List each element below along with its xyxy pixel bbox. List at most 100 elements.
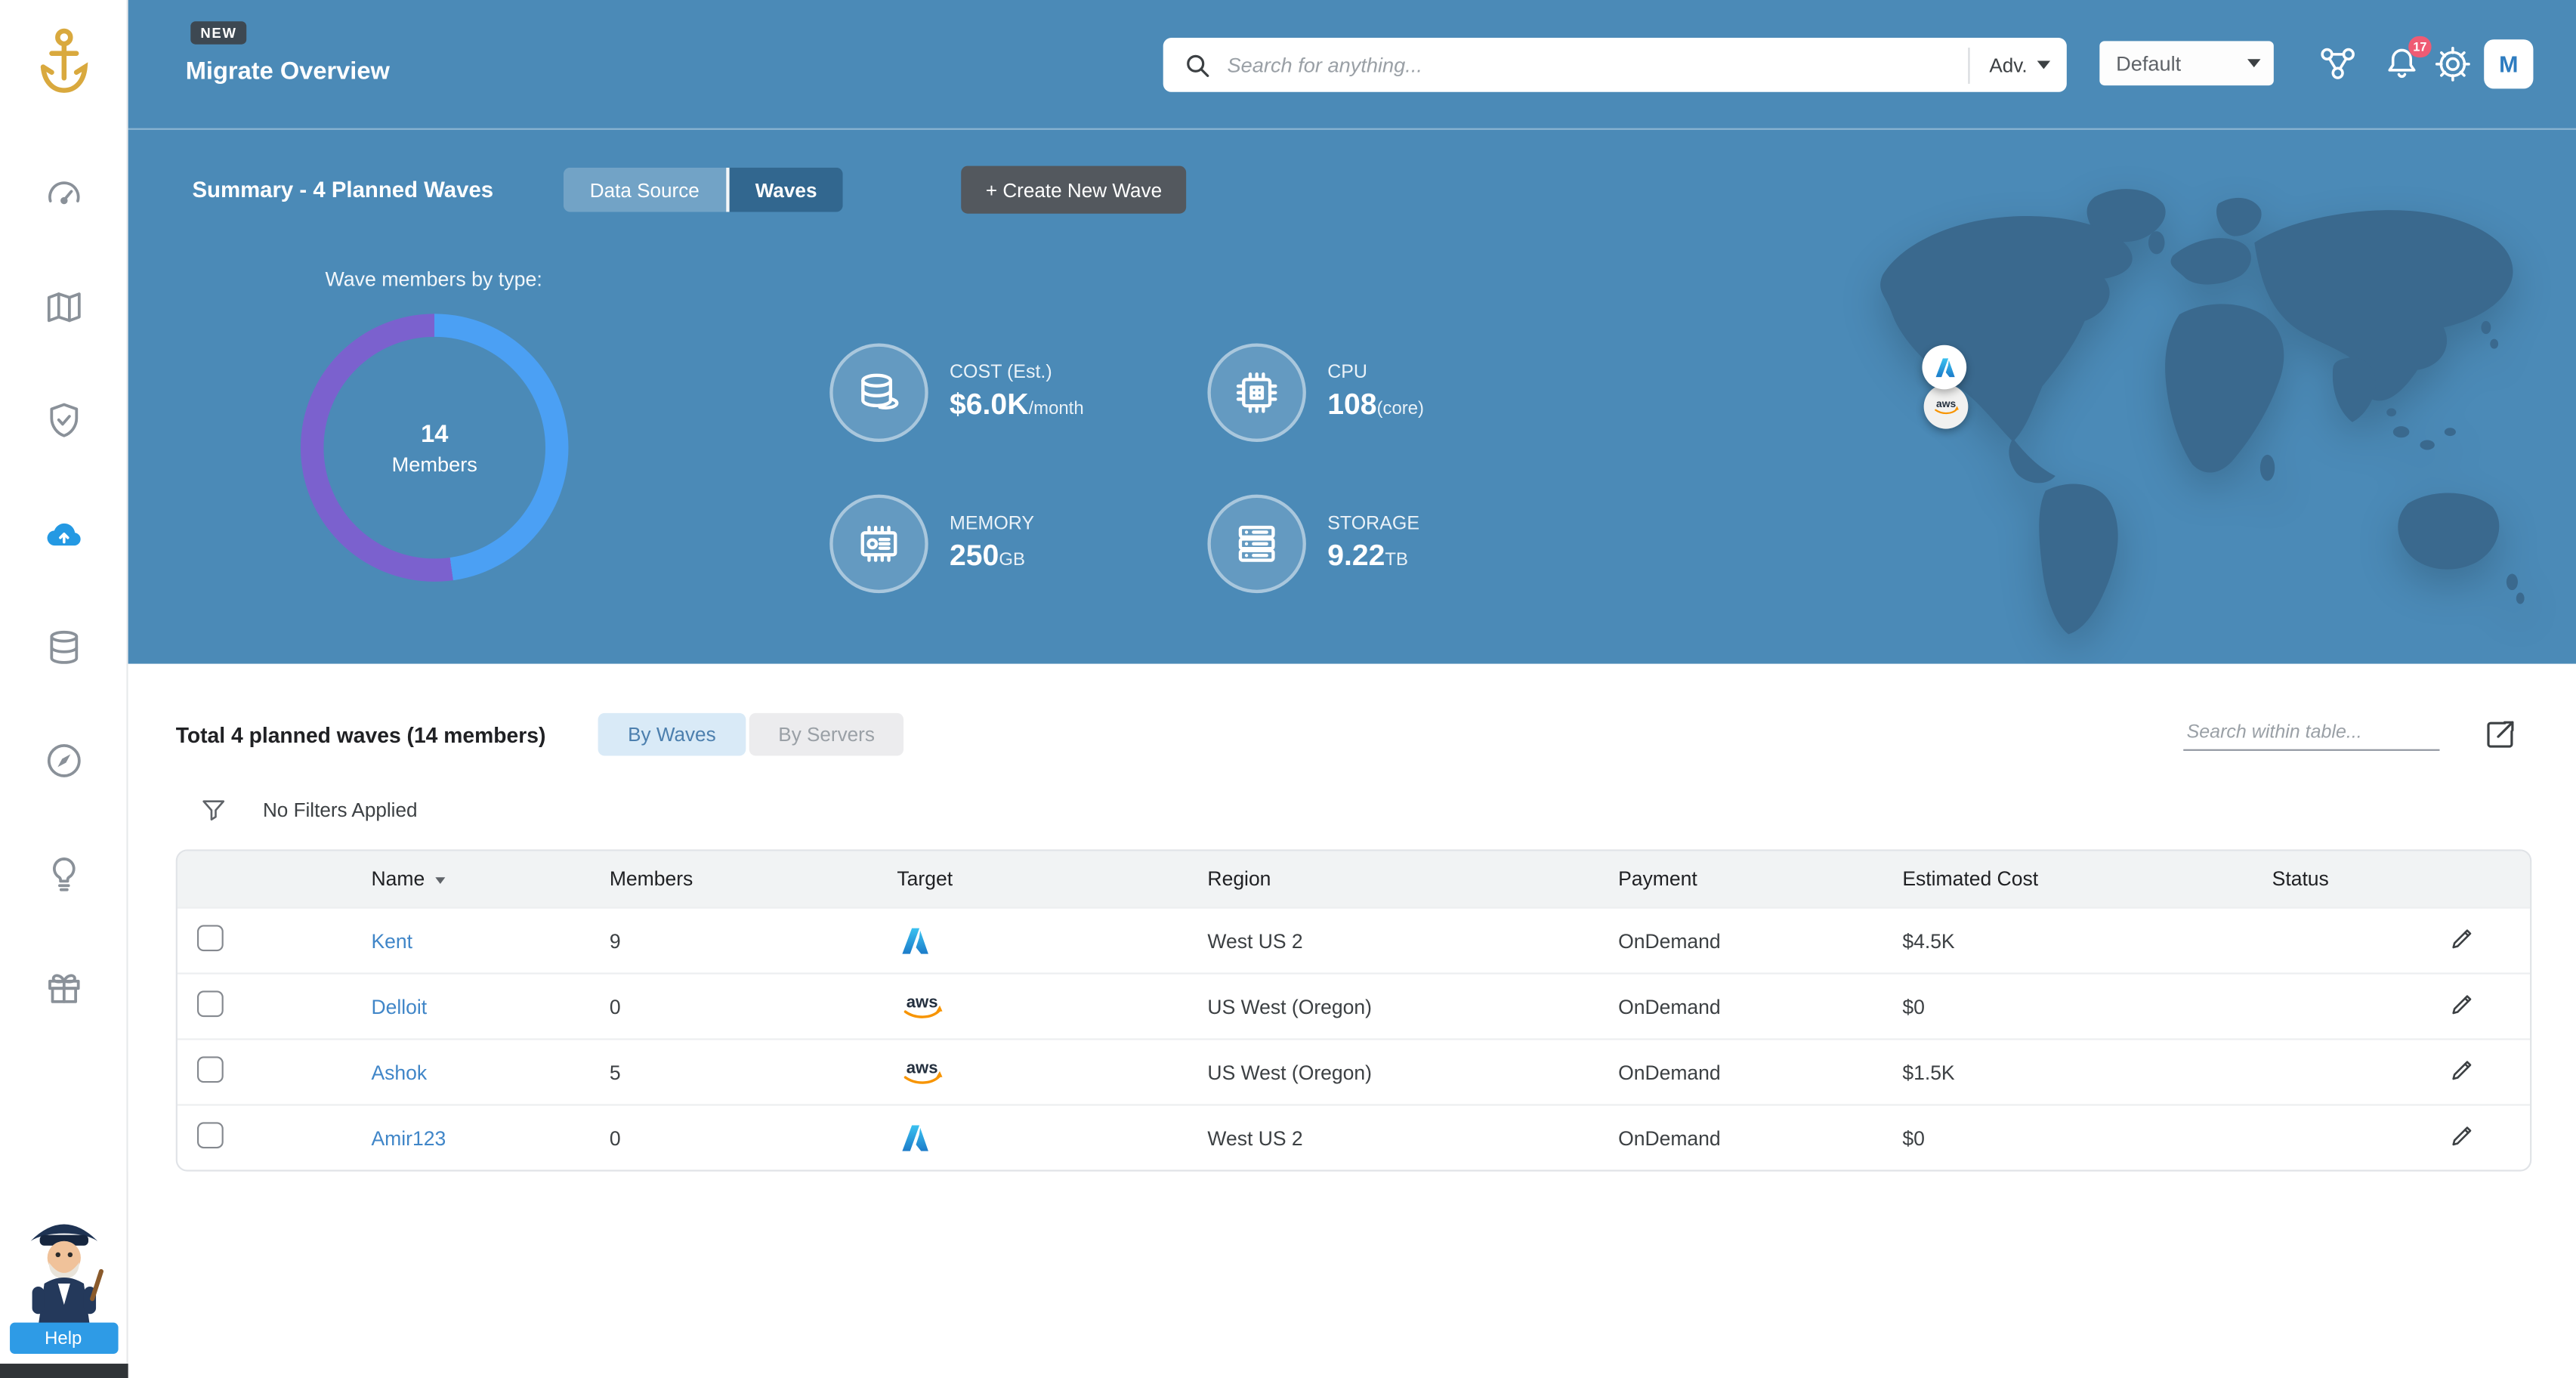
column-header-name[interactable]: Name bbox=[371, 867, 609, 891]
aws-icon bbox=[897, 1054, 1207, 1090]
row-checkbox[interactable] bbox=[196, 1056, 224, 1083]
lightbulb-icon[interactable] bbox=[42, 853, 85, 896]
filter-row: No Filters Applied bbox=[176, 796, 2532, 825]
table-row: Ashok 5 US West (Oregon) OnDemand $1.5K bbox=[177, 1038, 2531, 1104]
donut-center: 14 Members bbox=[301, 314, 568, 581]
memory-chip-icon bbox=[829, 494, 928, 594]
column-header-region: Region bbox=[1207, 867, 1271, 891]
metric-text: MEMORY 250GB bbox=[949, 514, 1035, 572]
estimated-cost-cell: $0 bbox=[1902, 1126, 1925, 1150]
advanced-search-label: Adv. bbox=[1989, 53, 2028, 77]
azure-icon bbox=[897, 922, 1207, 959]
waves-table-section: Total 4 planned waves (14 members) By Wa… bbox=[128, 663, 2576, 1172]
donut-chart-label: Wave members by type: bbox=[325, 267, 542, 291]
wave-name-link[interactable]: Amir123 bbox=[371, 1126, 446, 1150]
table-row: Delloit 0 US West (Oregon) OnDemand $0 bbox=[177, 972, 2531, 1038]
region-cell: US West (Oregon) bbox=[1207, 994, 1372, 1018]
main-area: NEW Migrate Overview Adv. Default bbox=[128, 0, 2576, 1378]
tab-by-servers[interactable]: By Servers bbox=[749, 712, 905, 756]
sidebar-bottom-strip bbox=[0, 1364, 128, 1378]
world-map bbox=[1853, 169, 2538, 642]
column-header-members: Members bbox=[609, 867, 693, 891]
members-cell: 0 bbox=[609, 1126, 621, 1150]
database-icon[interactable] bbox=[42, 626, 85, 669]
region-cell: US West (Oregon) bbox=[1207, 1060, 1372, 1084]
storage-server-icon bbox=[1207, 494, 1306, 594]
profile-select-value: Default bbox=[2116, 51, 2182, 75]
payment-cell: OnDemand bbox=[1618, 994, 1721, 1018]
aws-icon bbox=[1929, 396, 1962, 417]
search-icon bbox=[1187, 54, 1209, 76]
metric-cost: COST (Est.) $6.0K/month bbox=[829, 317, 1207, 468]
global-search-input[interactable] bbox=[1227, 53, 1969, 77]
tab-waves[interactable]: Waves bbox=[725, 167, 844, 212]
filter-funnel-icon[interactable] bbox=[199, 796, 228, 825]
donut-center-label: Members bbox=[391, 453, 477, 476]
row-checkbox[interactable] bbox=[196, 925, 224, 952]
export-icon[interactable] bbox=[2482, 716, 2519, 752]
gauge-icon[interactable] bbox=[42, 172, 85, 215]
wave-name-link[interactable]: Ashok bbox=[371, 1060, 428, 1084]
edit-pencil-icon[interactable] bbox=[2448, 1055, 2477, 1084]
topbar: NEW Migrate Overview Adv. Default bbox=[128, 0, 2576, 130]
table-header-row: Name Members Target Region Payment Estim… bbox=[177, 851, 2531, 907]
metric-memory: MEMORY 250GB bbox=[829, 468, 1207, 619]
wave-name-link[interactable]: Kent bbox=[371, 928, 413, 953]
map-marker-aws[interactable] bbox=[1923, 384, 1969, 429]
edit-pencil-icon[interactable] bbox=[2448, 989, 2477, 1018]
payment-cell: OnDemand bbox=[1618, 1126, 1721, 1150]
payment-cell: OnDemand bbox=[1618, 928, 1721, 953]
map-marker-azure[interactable] bbox=[1922, 344, 1967, 390]
azure-icon bbox=[897, 1120, 1207, 1156]
map-icon[interactable] bbox=[42, 286, 85, 329]
chevron-down-icon bbox=[2247, 59, 2261, 68]
page-title: Migrate Overview bbox=[185, 57, 390, 86]
region-cell: West US 2 bbox=[1207, 1126, 1303, 1150]
row-checkbox[interactable] bbox=[196, 1122, 224, 1149]
gift-icon[interactable] bbox=[42, 966, 85, 1009]
tab-by-waves[interactable]: By Waves bbox=[598, 712, 746, 756]
new-badge: NEW bbox=[190, 21, 247, 45]
brand-anchor-logo[interactable] bbox=[34, 23, 93, 98]
metric-cpu: CPU 108(core) bbox=[1207, 317, 1585, 468]
summary-title: Summary - 4 Planned Waves bbox=[192, 177, 494, 202]
summary-view-tabs: Data Source Waves bbox=[563, 167, 844, 212]
column-header-target: Target bbox=[897, 867, 953, 891]
advanced-search-dropdown[interactable]: Adv. bbox=[1968, 46, 2051, 83]
edit-pencil-icon[interactable] bbox=[2448, 923, 2477, 953]
table-section-header: Total 4 planned waves (14 members) By Wa… bbox=[175, 712, 2532, 756]
column-header-estimated-cost: Estimated Cost bbox=[1902, 867, 2039, 891]
chevron-down-icon bbox=[2037, 60, 2051, 70]
organization-icon[interactable] bbox=[2316, 43, 2359, 86]
world-map-graphic bbox=[1880, 189, 2525, 635]
tab-data-source[interactable]: Data Source bbox=[563, 167, 726, 212]
column-header-payment: Payment bbox=[1618, 867, 1697, 891]
table-row: Amir123 0 West US 2 OnDemand $0 bbox=[177, 1104, 2531, 1169]
default-profile-select[interactable]: Default bbox=[2099, 41, 2274, 86]
notifications-bell-icon[interactable]: 17 bbox=[2380, 36, 2432, 86]
estimated-cost-cell: $4.5K bbox=[1902, 928, 1955, 953]
row-checkbox[interactable] bbox=[196, 990, 224, 1018]
compass-icon[interactable] bbox=[42, 740, 85, 783]
pirate-mascot-illustration bbox=[29, 1224, 103, 1327]
members-cell: 0 bbox=[609, 994, 621, 1018]
sidebar-help-area: Help bbox=[0, 1207, 126, 1364]
waves-table: Name Members Target Region Payment Estim… bbox=[175, 849, 2532, 1172]
coins-icon bbox=[829, 343, 928, 443]
global-search: Adv. bbox=[1163, 38, 2067, 92]
table-search-input[interactable] bbox=[2183, 718, 2440, 750]
payment-cell: OnDemand bbox=[1618, 1060, 1721, 1084]
table-section-title: Total 4 planned waves (14 members) bbox=[175, 721, 546, 747]
user-avatar[interactable]: M bbox=[2484, 39, 2534, 89]
settings-gear-icon[interactable] bbox=[2432, 43, 2475, 86]
members-cell: 9 bbox=[609, 928, 621, 953]
cpu-chip-icon bbox=[1207, 343, 1306, 443]
cloud-migrate-icon[interactable] bbox=[42, 513, 85, 556]
wave-name-link[interactable]: Delloit bbox=[371, 994, 428, 1018]
edit-pencil-icon[interactable] bbox=[2448, 1120, 2477, 1150]
summary-section: Summary - 4 Planned Waves Data Source Wa… bbox=[128, 129, 2576, 664]
create-new-wave-button[interactable]: + Create New Wave bbox=[961, 165, 1187, 214]
help-button[interactable]: Help bbox=[8, 1322, 118, 1354]
shield-icon[interactable] bbox=[42, 399, 85, 442]
